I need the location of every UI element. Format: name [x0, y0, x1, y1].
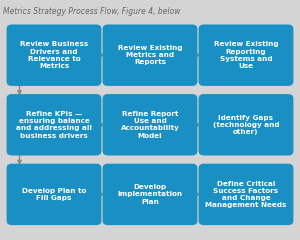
FancyBboxPatch shape [7, 164, 101, 225]
FancyBboxPatch shape [199, 94, 293, 156]
Text: Identify Gaps
(technology and
other): Identify Gaps (technology and other) [213, 114, 279, 135]
Text: Review Existing
Reporting
Systems and
Use: Review Existing Reporting Systems and Us… [214, 41, 278, 69]
Text: Refine KPIs —
ensuring balance
and addressing all
business drivers: Refine KPIs — ensuring balance and addre… [16, 111, 92, 139]
Text: Develop
Implementation
Plan: Develop Implementation Plan [117, 184, 183, 205]
FancyBboxPatch shape [199, 24, 293, 86]
Text: Develop Plan to
Fill Gaps: Develop Plan to Fill Gaps [22, 188, 86, 201]
Text: Define Critical
Success Factors
and Change
Management Needs: Define Critical Success Factors and Chan… [205, 180, 287, 208]
FancyBboxPatch shape [103, 164, 197, 225]
FancyBboxPatch shape [199, 164, 293, 225]
FancyBboxPatch shape [103, 94, 197, 156]
FancyBboxPatch shape [7, 24, 101, 86]
Text: Review Business
Drivers and
Relevance to
Metrics: Review Business Drivers and Relevance to… [20, 41, 88, 69]
Text: Refine Report
Use and
Accountability
Model: Refine Report Use and Accountability Mod… [121, 111, 179, 139]
Text: Review Existing
Metrics and
Reports: Review Existing Metrics and Reports [118, 45, 182, 66]
Text: Metrics Strategy Process Flow, Figure 4, below: Metrics Strategy Process Flow, Figure 4,… [3, 7, 181, 16]
FancyBboxPatch shape [7, 94, 101, 156]
FancyBboxPatch shape [103, 24, 197, 86]
